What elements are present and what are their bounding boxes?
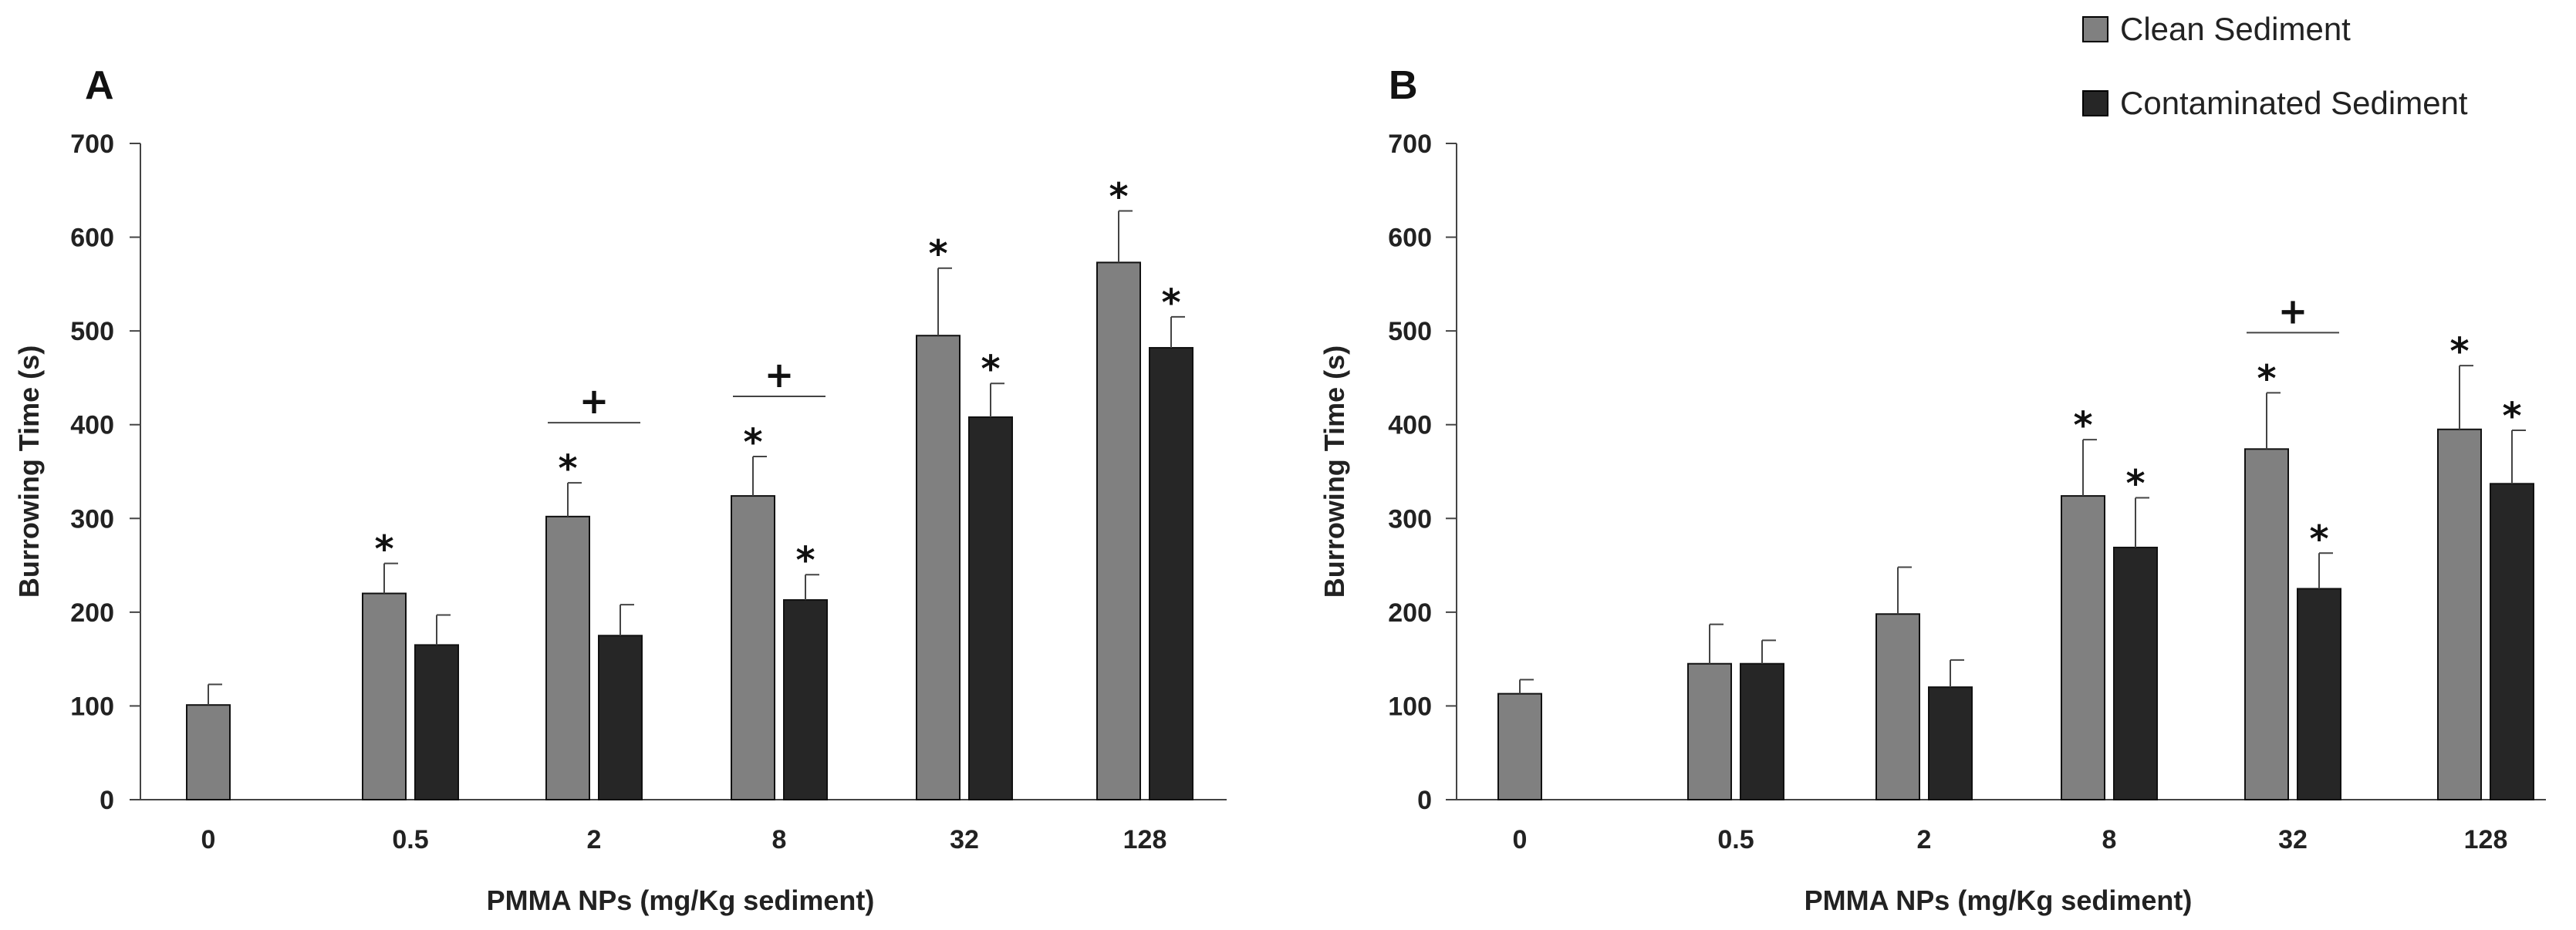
bar-contaminated xyxy=(2297,588,2341,800)
bar-contaminated xyxy=(1740,662,1784,800)
significance-star: * xyxy=(2257,357,2276,400)
panel-b: B 0 100 200 300 400 500 600 700 Burrowing Time (s… xyxy=(1318,63,2546,916)
x-tick-label: 0 xyxy=(201,825,216,854)
legend-swatch-contaminated xyxy=(2082,90,2108,116)
significance-star: * xyxy=(928,233,947,276)
panel-label: A xyxy=(85,63,114,108)
y-tick-label: 600 xyxy=(1388,224,1432,253)
bar-clean xyxy=(186,704,231,800)
x-tick-label: 2 xyxy=(587,825,602,854)
significance-star: * xyxy=(374,528,393,571)
y-tick-label: 700 xyxy=(1388,130,1432,159)
bar-clean xyxy=(1497,692,1542,800)
bar-clean xyxy=(1096,261,1141,801)
significance-star: * xyxy=(2502,395,2521,438)
legend-label-contaminated: Contaminated Sediment xyxy=(2120,85,2468,121)
x-tick-label: 32 xyxy=(950,825,979,854)
panel-a: A 0 100 200 300 400 500 600 700 Burrowing Time (s… xyxy=(13,63,1227,916)
x-tick-label: 8 xyxy=(2102,825,2117,854)
y-tick-label: 700 xyxy=(70,130,114,159)
bar-clean xyxy=(1687,662,1732,800)
significance-star: * xyxy=(2125,463,2145,506)
x-tick-label: 128 xyxy=(2464,825,2508,854)
y-tick-label: 100 xyxy=(70,692,114,721)
y-tick-label: 300 xyxy=(1388,504,1432,534)
bar-clean xyxy=(916,335,961,800)
y-tick-label: 0 xyxy=(1417,786,1432,815)
bar-contaminated xyxy=(598,635,643,800)
y-tick-label: 300 xyxy=(70,504,114,534)
x-tick-label: 8 xyxy=(772,825,787,854)
bar-contaminated xyxy=(968,416,1013,800)
comparison-plus: + xyxy=(2278,290,2308,332)
y-tick-label: 100 xyxy=(1388,692,1432,721)
y-tick-label: 600 xyxy=(70,224,114,253)
x-tick-label: 2 xyxy=(1917,825,1932,854)
bar-clean xyxy=(2061,495,2105,800)
significance-star: * xyxy=(1161,281,1180,325)
x-tick-label: 0 xyxy=(1513,825,1528,854)
bar-contaminated xyxy=(1928,686,1973,800)
y-tick-label: 500 xyxy=(1388,317,1432,346)
significance-star: * xyxy=(558,447,577,490)
significance-star: * xyxy=(981,348,1000,391)
significance-star: * xyxy=(2073,404,2092,447)
legend: Clean Sediment Contaminated Sediment xyxy=(2082,11,2468,121)
y-tick-label: 400 xyxy=(1388,411,1432,440)
y-tick-label: 500 xyxy=(70,317,114,346)
significance-star: * xyxy=(795,539,815,582)
bar-contaminated xyxy=(2113,546,2158,800)
y-tick-label: 400 xyxy=(70,411,114,440)
comparison-plus: + xyxy=(765,354,795,396)
bar-clean xyxy=(2244,448,2289,801)
y-axis-title: Burrowing Time (s) xyxy=(1318,345,1350,598)
x-tick-label: 32 xyxy=(2278,825,2308,854)
bar-clean xyxy=(2437,428,2482,800)
legend-label-clean: Clean Sediment xyxy=(2120,11,2351,47)
x-tick-label: 0.5 xyxy=(1717,825,1754,854)
significance-star: * xyxy=(1109,176,1128,219)
bar-clean xyxy=(362,592,407,800)
y-tick-label: 200 xyxy=(1388,598,1432,628)
bar-clean xyxy=(731,495,775,800)
comparison-plus: + xyxy=(579,380,609,422)
y-tick-label: 0 xyxy=(100,786,114,815)
x-axis-title: PMMA NPs (mg/Kg sediment) xyxy=(487,885,875,916)
bar-clean xyxy=(1875,613,1920,800)
x-axis-title: PMMA NPs (mg/Kg sediment) xyxy=(1805,885,2193,916)
bar-contaminated xyxy=(783,599,828,800)
bar-clean xyxy=(545,515,590,801)
panel-label: B xyxy=(1389,63,1418,108)
y-axis-title: Burrowing Time (s) xyxy=(13,345,45,598)
y-tick-label: 200 xyxy=(70,598,114,628)
x-tick-label: 0.5 xyxy=(392,825,428,854)
significance-star: * xyxy=(2309,517,2328,561)
x-tick-label: 128 xyxy=(1123,825,1167,854)
significance-star: * xyxy=(2449,330,2469,373)
bar-contaminated xyxy=(2490,483,2534,800)
significance-star: * xyxy=(743,421,762,464)
bar-contaminated xyxy=(1149,347,1193,801)
bar-contaminated xyxy=(414,644,459,801)
legend-swatch-clean xyxy=(2082,16,2108,42)
